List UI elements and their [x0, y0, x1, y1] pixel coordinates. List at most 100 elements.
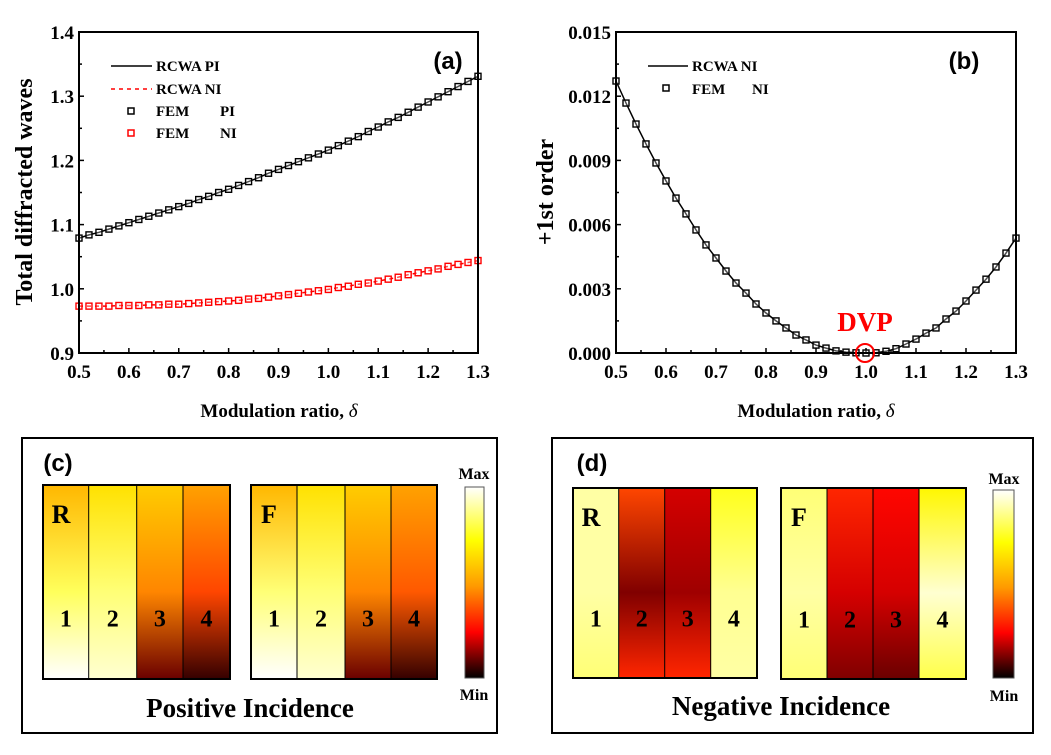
data-point-fem-pi [85, 231, 93, 239]
x-axis-label-a: Modulation ratio, δ [200, 401, 358, 422]
y-axis-label-a: Total diffracted waves [12, 78, 38, 305]
data-point-fem-ni [632, 120, 640, 128]
colorbar-gradient-d [992, 489, 1015, 679]
field-map-r: 1 2 3 4 R [572, 487, 758, 679]
legend-label-rcwa-ni: RCWA NI [156, 82, 222, 98]
colorbar-max-label-c: Max [458, 466, 489, 483]
legend-label-fem-ni-b-left: FEM [692, 82, 725, 98]
field-column-4 [183, 485, 230, 679]
y-tick-label: 0.012 [568, 87, 611, 108]
data-point-fem-pi [434, 93, 442, 101]
field-column-2 [827, 488, 873, 679]
x-tick-label: 1.0 [854, 362, 878, 383]
y-tick-label: 0.9 [50, 344, 74, 365]
column-number-label: 4 [201, 607, 213, 633]
data-point-fem-pi [394, 113, 402, 122]
legend-label-rcwa-pi: RCWA PI [156, 59, 220, 75]
data-point-fem-pi [384, 118, 392, 126]
x-tick-label: 0.7 [704, 362, 728, 383]
data-point-fem-ni [642, 140, 650, 148]
column-number-label: 2 [844, 607, 856, 633]
data-point-fem-ni [444, 262, 452, 271]
field-column-4 [710, 488, 757, 678]
column-number-label: 1 [590, 607, 602, 633]
legend-label-rcwa-ni-b: RCWA NI [692, 59, 758, 75]
data-point-fem-ni [962, 297, 970, 305]
data-point-fem-pi [204, 192, 213, 201]
field-column-4 [391, 485, 437, 679]
x-tick-label: 0.9 [267, 362, 291, 383]
series-a [75, 72, 482, 310]
colorbar-gradient-c [464, 486, 485, 679]
data-point-fem-ni [792, 331, 800, 339]
x-tick-labels-a: 0.5 0.6 0.7 0.8 0.9 1.0 1.1 1.2 1.3 [67, 362, 490, 383]
y-axis-label-b: +1st order [533, 138, 559, 245]
legend-a: RCWA PI RCWA NI FEM PI FEM NI [111, 59, 237, 142]
plot-frame-a [78, 31, 479, 354]
data-point-fem-ni [672, 194, 680, 202]
x-axis-label-b: Modulation ratio, δ [737, 401, 895, 422]
data-point-fem-ni [344, 282, 353, 290]
dvp-annotation: DVP [837, 307, 893, 337]
data-point-fem-pi [135, 215, 143, 224]
heatmap-panel-c: (c) 1 2 3 4 R 1 2 3 4 F Max Min Positive Incidenc… [21, 437, 498, 734]
data-point-fem-ni [822, 344, 830, 352]
data-point-fem-ni [682, 210, 690, 218]
data-point-fem-ni [702, 241, 710, 249]
data-point-fem-ni [424, 267, 432, 275]
data-point-fem-ni [244, 295, 253, 303]
data-point-fem-ni [722, 267, 730, 275]
data-point-fem-pi [464, 77, 472, 86]
column-number-label: 4 [937, 607, 949, 633]
colorbar-min-label-d: Min [990, 688, 1019, 705]
data-point-fem-ni [175, 300, 183, 308]
field-column-3 [136, 485, 183, 679]
column-number-label: 4 [728, 607, 740, 633]
plot-frame-b [615, 31, 1017, 354]
field-map-label: F [261, 500, 277, 529]
heatmap-panel-d: (d) 1 2 3 4 R 1 2 3 4 F Max Min Negative Incidenc… [551, 437, 1034, 734]
data-point-fem-pi [274, 165, 283, 174]
legend-label-fem-pi-left: FEM [156, 104, 189, 120]
data-point-fem-ni [364, 279, 372, 287]
data-point-fem-ni [374, 277, 382, 285]
data-point-fem-pi [424, 98, 432, 106]
field-maps-d: 1 2 3 4 R 1 2 3 4 F [572, 487, 967, 680]
data-point-fem-ni [802, 336, 810, 344]
data-point-fem-pi [254, 174, 263, 182]
data-point-fem-ni [135, 301, 143, 310]
caption-c: Positive Incidence [146, 693, 354, 723]
data-point-fem-ni [304, 288, 313, 296]
data-point-fem-ni [912, 335, 920, 343]
panel-label-c: (c) [43, 450, 72, 477]
column-number-label: 1 [798, 607, 810, 633]
x-tick-label: 0.7 [167, 362, 191, 383]
y-tick-label: 0.000 [568, 344, 611, 365]
field-column-4 [919, 488, 966, 679]
data-point-fem-pi [404, 108, 412, 116]
data-point-fem-ni [892, 345, 900, 353]
y-tick-label: 0.003 [568, 280, 611, 301]
column-number-label: 1 [268, 607, 280, 633]
data-point-fem-ni [115, 301, 123, 310]
x-tick-label: 1.2 [954, 362, 978, 383]
column-number-label: 3 [154, 607, 166, 633]
y-tick-label: 1.4 [50, 23, 74, 44]
data-point-fem-ni [992, 263, 1000, 271]
field-column-3 [664, 488, 711, 678]
data-point-fem-ni [712, 254, 720, 262]
data-point-fem-pi [364, 127, 372, 136]
data-point-fem-ni [742, 289, 750, 297]
y-tick-labels-a: 0.9 1.0 1.1 1.2 1.3 1.4 [50, 23, 74, 365]
data-point-fem-ni [972, 286, 980, 294]
field-column-3 [345, 485, 391, 679]
data-point-fem-pi [414, 103, 422, 111]
column-number-label: 2 [636, 607, 648, 633]
data-point-fem-pi [354, 132, 362, 141]
legend-label-fem-ni-b-right: NI [752, 82, 769, 98]
x-tick-label: 0.8 [754, 362, 778, 383]
column-number-label: 3 [890, 607, 902, 633]
data-point-fem-ni [314, 287, 323, 295]
data-point-fem-ni [105, 302, 113, 310]
